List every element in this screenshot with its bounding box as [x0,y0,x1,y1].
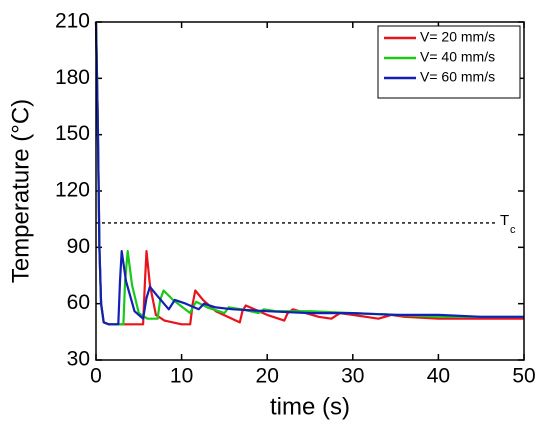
y-tick-label: 180 [55,66,90,89]
y-tick-label: 60 [67,291,90,314]
x-axis-label: time (s) [270,393,350,420]
y-tick-label: 150 [55,122,90,145]
y-tick-label: 90 [67,235,90,258]
y-tick-label: 30 [67,348,90,371]
x-tick-label: 0 [90,365,102,388]
series-line [94,21,524,326]
x-tick-label: 10 [170,365,193,388]
x-tick-label: 30 [341,365,364,388]
x-tick-label: 50 [512,365,535,388]
y-tick-label: 210 [55,10,90,33]
legend-label: V= 40 mm/s [420,49,495,65]
x-tick-label: 40 [427,365,450,388]
legend-label: V= 20 mm/s [420,29,495,45]
y-tick-label: 120 [55,179,90,202]
x-tick-label: 20 [256,365,279,388]
threshold-label: T [500,212,509,229]
legend-label: V= 60 mm/s [420,69,495,85]
threshold-subscript: c [510,224,516,236]
plot-frame [95,21,525,361]
y-axis-label: Temperature (°C) [7,99,34,283]
